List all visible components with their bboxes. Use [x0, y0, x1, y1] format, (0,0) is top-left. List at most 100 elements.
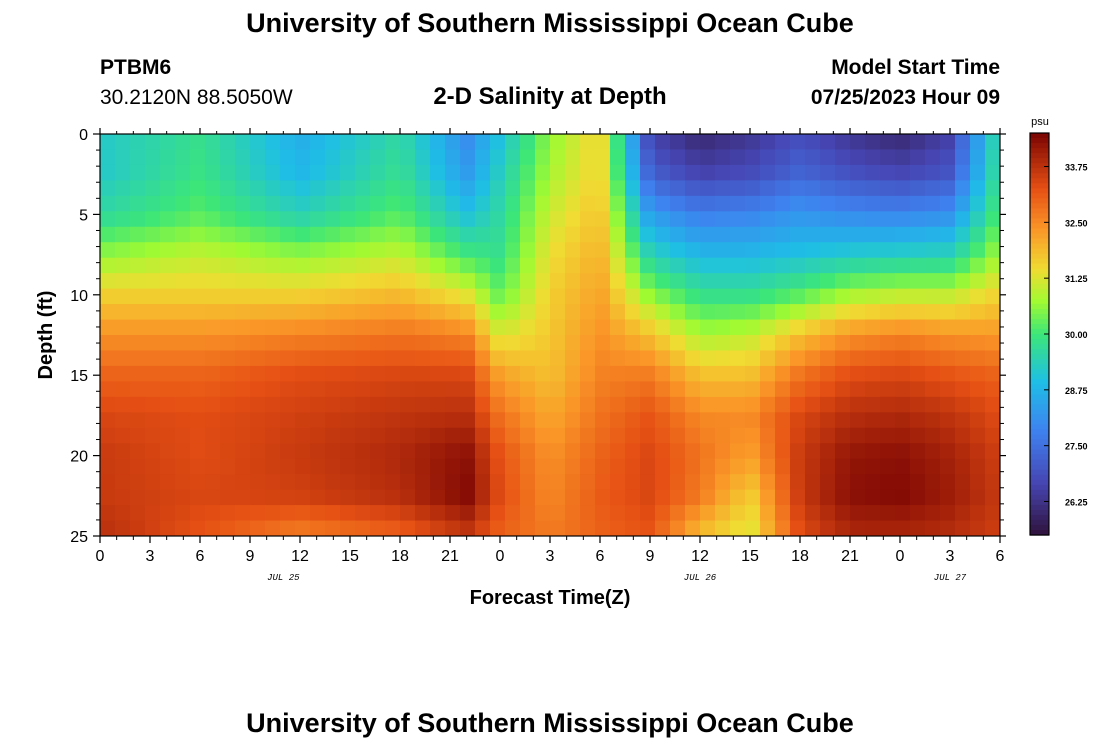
heatmap-cell	[775, 458, 791, 475]
heatmap-cell	[700, 257, 716, 274]
heatmap-cell	[940, 335, 956, 352]
heatmap-cell	[340, 335, 356, 352]
heatmap-cell	[910, 412, 926, 429]
heatmap-cell	[985, 365, 1000, 382]
heatmap-cell	[415, 365, 431, 382]
heatmap-cell	[505, 288, 521, 305]
heatmap-cell	[460, 288, 476, 305]
heatmap-cell	[175, 304, 191, 321]
heatmap-cell	[325, 396, 341, 413]
heatmap-cell	[805, 474, 821, 491]
heatmap-cell	[790, 505, 806, 522]
heatmap-cell	[205, 273, 221, 290]
heatmap-cell	[115, 164, 131, 181]
heatmap-cell	[595, 288, 611, 305]
heatmap-cell	[310, 458, 326, 475]
heatmap-cell	[910, 257, 926, 274]
heatmap-cell	[460, 180, 476, 197]
heatmap-cell	[265, 195, 281, 212]
heatmap-cell	[670, 288, 686, 305]
heatmap-cell	[685, 211, 701, 228]
heatmap-cell	[730, 180, 746, 197]
heatmap-cell	[730, 396, 746, 413]
heatmap-cell	[385, 226, 401, 243]
heatmap-cell	[250, 458, 266, 475]
heatmap-cell	[940, 350, 956, 367]
heatmap-cell	[685, 396, 701, 413]
heatmap-cell	[715, 520, 731, 536]
heatmap-cell	[295, 257, 311, 274]
heatmap-cell	[205, 350, 221, 367]
heatmap-cell	[745, 427, 761, 444]
heatmap-cell	[505, 505, 521, 522]
heatmap-cell	[910, 195, 926, 212]
heatmap-cell	[475, 396, 491, 413]
heatmap-cell	[910, 304, 926, 321]
heatmap-cell	[925, 304, 941, 321]
heatmap-cell	[715, 195, 731, 212]
heatmap-cell	[850, 304, 866, 321]
heatmap-cell	[430, 242, 446, 259]
heatmap-cell	[355, 242, 371, 259]
colorbar-segment	[1030, 344, 1049, 350]
heatmap-cell	[175, 195, 191, 212]
heatmap-cell	[580, 458, 596, 475]
heatmap-cell	[625, 180, 641, 197]
heatmap-cell	[940, 164, 956, 181]
heatmap-cell	[985, 350, 1000, 367]
heatmap-cell	[895, 489, 911, 506]
heatmap-cell	[940, 365, 956, 382]
heatmap-cell	[340, 273, 356, 290]
heatmap-cell	[385, 149, 401, 166]
heatmap-cell	[820, 288, 836, 305]
heatmap-cell	[910, 288, 926, 305]
heatmap-cell	[430, 273, 446, 290]
heatmap-cell	[310, 180, 326, 197]
heatmap-cell	[565, 365, 581, 382]
heatmap-cell	[220, 195, 236, 212]
colorbar-segment	[1030, 444, 1049, 451]
heatmap-cell	[655, 365, 671, 382]
heatmap-cell	[700, 520, 716, 536]
heatmap-cell	[175, 443, 191, 460]
heatmap-cell	[280, 458, 296, 475]
colorbar-tick-label: 28.75	[1065, 386, 1088, 396]
heatmap-cell	[580, 381, 596, 398]
heatmap-cell	[760, 474, 776, 491]
x-tick-label: 9	[246, 548, 255, 565]
colorbar-segment	[1030, 474, 1049, 481]
heatmap-cell	[445, 427, 461, 444]
heatmap-cell	[715, 396, 731, 413]
heatmap-cell	[430, 257, 446, 274]
heatmap-cell	[535, 164, 551, 181]
heatmap-cell	[880, 489, 896, 506]
heatmap-cell	[640, 458, 656, 475]
colorbar-segment	[1030, 208, 1049, 215]
heatmap-cell	[115, 288, 131, 305]
heatmap-cell	[475, 226, 491, 243]
heatmap-cell	[910, 350, 926, 367]
heatmap-cell	[160, 489, 176, 506]
heatmap-cell	[100, 427, 116, 444]
heatmap-cell	[700, 304, 716, 321]
heatmap-cell	[490, 319, 506, 336]
heatmap-cell	[610, 335, 626, 352]
heatmap-cell	[115, 335, 131, 352]
heatmap-cell	[160, 381, 176, 398]
colorbar-segment	[1030, 434, 1049, 441]
heatmap-cell	[445, 489, 461, 506]
heatmap-cell	[415, 319, 431, 336]
heatmap-cell	[520, 211, 536, 228]
heatmap-cell	[970, 381, 986, 398]
heatmap-cell	[805, 180, 821, 197]
heatmap-cell	[520, 412, 536, 429]
heatmap-cell	[130, 474, 146, 491]
heatmap-cell	[595, 412, 611, 429]
heatmap-cell	[715, 304, 731, 321]
heatmap-cell	[220, 319, 236, 336]
heatmap-cell	[775, 381, 791, 398]
heatmap-cell	[265, 350, 281, 367]
heatmap-cell	[700, 489, 716, 506]
heatmap-cell	[505, 365, 521, 382]
heatmap-cell	[685, 443, 701, 460]
